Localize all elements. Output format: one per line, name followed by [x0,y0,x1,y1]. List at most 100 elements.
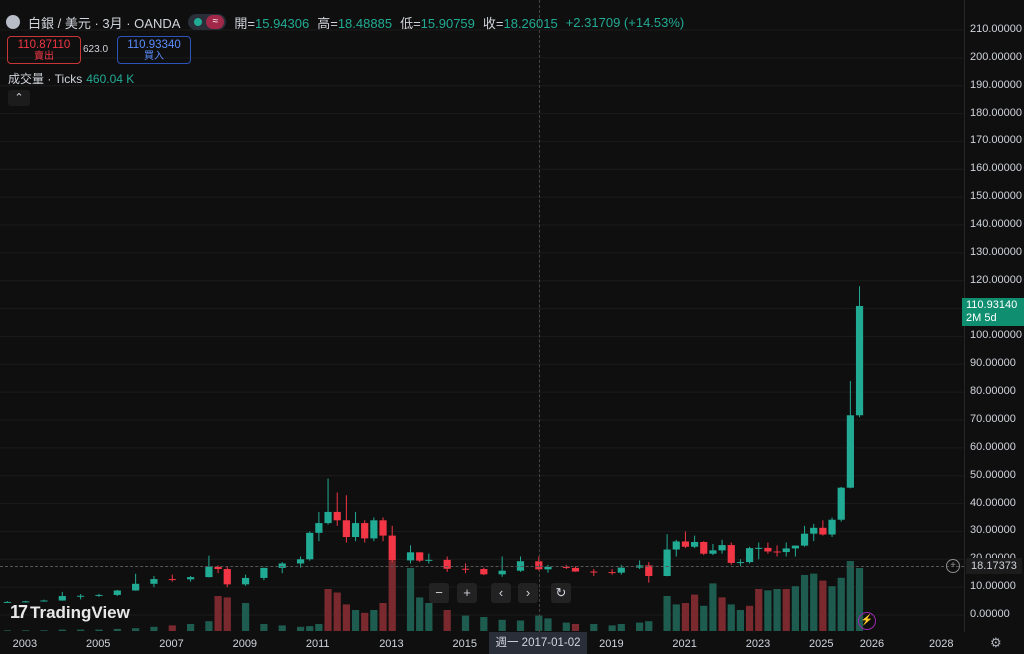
volume-bar [425,603,433,631]
time-tick: 2011 [305,638,330,650]
candle-body [315,523,323,533]
candle-body [800,533,809,546]
candle-body [608,572,616,574]
crosshair-vertical-line [539,0,540,632]
symbol-title[interactable]: 白銀 / 美元 · 3月 · OANDA [28,15,181,31]
candle-body [727,545,735,563]
candle-body [3,601,11,603]
collapse-legend-button[interactable]: ⌃ [8,90,30,106]
candle-body [113,590,121,595]
volume-bar [516,620,525,631]
candle-body [516,561,525,571]
buy-label: 買入 [144,51,164,62]
candle-body [590,571,598,573]
candle-body [214,566,222,570]
tradingview-logo[interactable]: 17 TradingView [10,602,130,623]
price-tick: 80.00000 [970,385,1016,398]
volume-bar [58,629,66,631]
time-tick: 2025 [809,638,834,650]
sell-button[interactable]: 110.87110 賣出 [7,36,81,64]
candle-body [168,579,176,581]
volume-bar [416,597,424,631]
candle-body [480,569,488,575]
time-tick: 2003 [12,638,38,650]
candle-body [663,549,671,576]
time-tick: 2005 [85,638,111,650]
candle-body [718,545,726,551]
zoom-in-button[interactable]: + [457,583,477,603]
volume-bar [95,629,103,631]
crosshair-horizontal-line [0,566,964,567]
candlestick-chart[interactable] [0,0,964,632]
price-tick: 160.00000 [970,162,1022,175]
lightning-icon[interactable]: ⚡ [858,612,876,630]
candle-body [782,548,790,553]
volume-bar [461,615,470,631]
candle-body [700,542,708,554]
price-tick: 140.00000 [970,218,1022,230]
volume-bar [40,630,48,631]
price-tick: 60.00000 [970,440,1016,453]
volume-legend[interactable]: 成交量 · Ticks 460.04 K [8,70,134,87]
candle-body [241,577,250,585]
candle-body [333,511,341,521]
candle-body [296,559,305,564]
last-price-label: 110.93140 2M 5d [962,298,1024,326]
volume-bar [773,589,781,631]
candle-body [260,567,268,578]
price-tick: 210.00000 [970,23,1022,35]
scroll-left-button[interactable]: ‹ [491,583,511,603]
candle-body [58,596,66,601]
volume-bar [342,604,350,631]
crosshair-price-label: 18.17373 [966,558,1022,574]
candle-body [773,551,781,553]
volume-bar [406,568,415,631]
time-tick: 2023 [745,638,771,650]
candle-body [535,561,543,570]
volume-bar [663,596,671,631]
gear-icon[interactable]: ⚙ [990,635,1002,650]
last-price-value: 110.93140 [966,299,1018,311]
volume-bar [636,622,644,631]
price-tick: 130.00000 [970,245,1022,258]
candle-body [443,559,451,569]
volume-bar [324,589,332,631]
zoom-out-button[interactable]: − [429,583,449,603]
candle-body [617,567,625,573]
candle-body [461,568,470,570]
market-status[interactable]: ≈ [188,14,227,30]
volume-bar [22,630,30,631]
reset-chart-button[interactable]: ↻ [551,583,571,603]
volume-bar [113,628,121,631]
price-tick: 50.00000 [970,468,1016,481]
time-tick: 2015 [452,638,477,650]
scroll-right-button[interactable]: › [518,583,538,603]
price-tick: 10.00000 [970,580,1016,593]
volume-bar [800,575,809,631]
candle-body [544,566,552,570]
time-tick: 2007 [159,638,184,650]
add-alert-plus-icon[interactable]: + [946,559,960,573]
volume-bar [214,596,222,631]
candle-body [77,595,85,597]
candle-body [40,600,48,602]
buy-button[interactable]: 110.93340 買入 [117,36,191,64]
candle-body [361,523,369,539]
volume-bar [709,583,717,631]
volume-bar [187,624,195,631]
candle-body [425,559,433,561]
sell-label: 賣出 [34,51,54,62]
candle-body [416,552,424,561]
candle-body [22,601,30,603]
symbol-legend: 白銀 / 美元 · 3月 · OANDA ≈ 開=15.94306 高=18.4… [6,8,684,36]
volume-bar [645,621,653,631]
volume-bar [132,628,140,631]
volume-bar [296,626,305,631]
time-tick: 2009 [232,638,258,650]
price-tick: 0.00000 [970,608,1010,620]
time-tick: 2013 [379,638,404,650]
volume-bar [443,610,451,631]
price-change: +2.31709 (+14.53%) [565,14,685,30]
volume-bar [828,586,836,631]
volume-bar [837,577,845,631]
